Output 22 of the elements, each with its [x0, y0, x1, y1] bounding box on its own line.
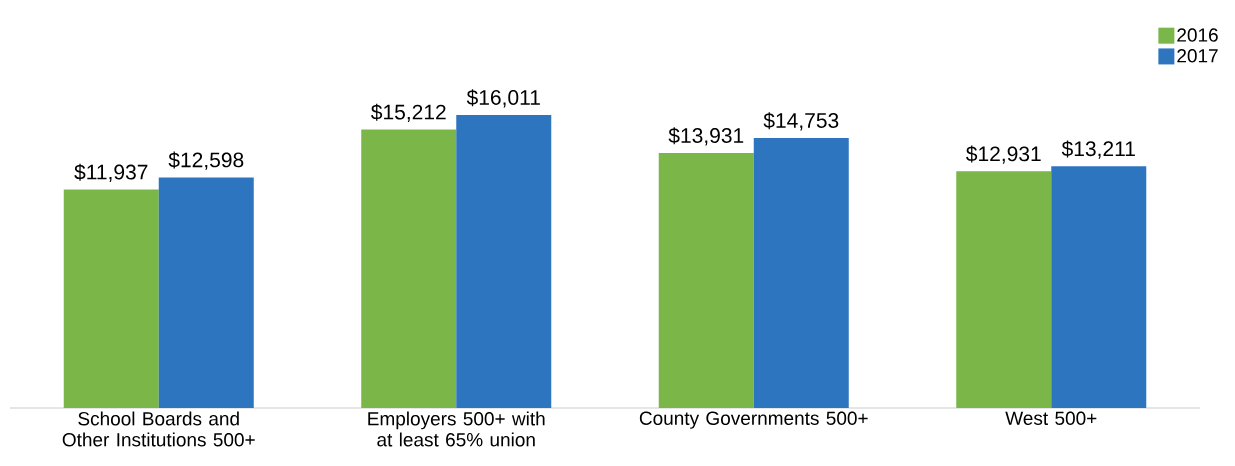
data-label: $15,212 [371, 103, 446, 122]
x-tick-label: West 500+ [1005, 411, 1097, 425]
data-label: $11,937 [74, 163, 148, 182]
data-label: $12,598 [168, 151, 244, 170]
data-label: $14,753 [763, 112, 839, 131]
bar [956, 171, 1052, 408]
bar [1051, 166, 1147, 408]
bar [158, 177, 254, 408]
bar [658, 152, 754, 408]
data-label: $12,931 [966, 145, 1041, 164]
data-label: $13,211 [1061, 140, 1135, 159]
bar [63, 189, 159, 408]
bar [456, 114, 552, 408]
x-tick-label: School Boards and Other Institutions 500+ [62, 411, 255, 447]
bar [753, 137, 849, 408]
bar [361, 129, 457, 408]
x-tick-label: Employers 500+ with at least 65% union [368, 411, 545, 447]
legend-label: 2016 [1177, 28, 1218, 42]
x-tick-label: County Governments 500+ [639, 411, 868, 429]
legend-label: 2017 [1177, 49, 1218, 63]
data-label: $16,011 [466, 89, 540, 108]
data-label: $13,931 [668, 127, 744, 146]
